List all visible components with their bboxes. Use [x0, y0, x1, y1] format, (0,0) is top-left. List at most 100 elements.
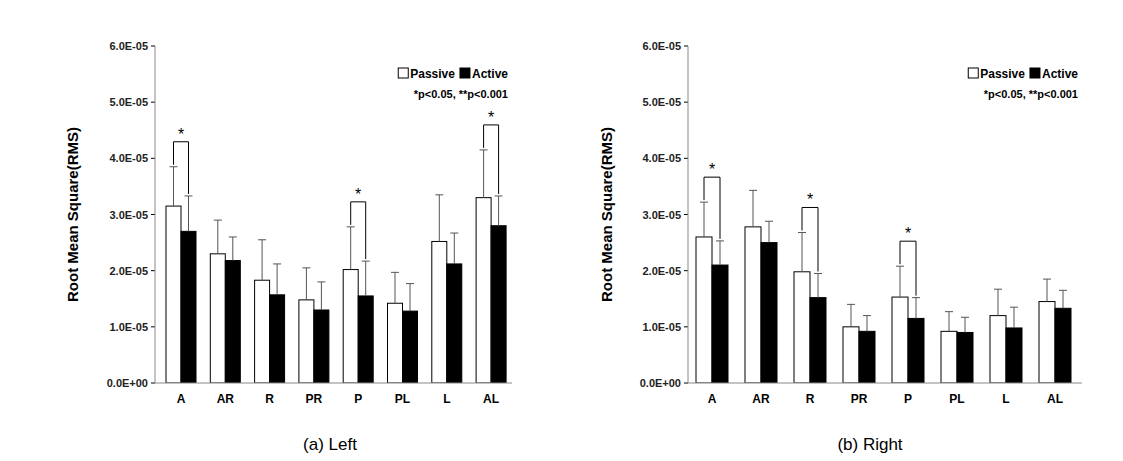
bar	[859, 331, 875, 383]
error-cap	[847, 304, 855, 305]
error-line	[802, 232, 803, 271]
bar	[314, 310, 329, 383]
error-bar	[362, 261, 370, 296]
error-bar	[896, 266, 904, 297]
y-tick-label: 0.0E+00	[107, 377, 148, 389]
bar	[225, 261, 240, 383]
error-line	[277, 264, 278, 295]
x-tick-label: L	[1002, 392, 1009, 406]
error-bar	[273, 264, 281, 295]
error-cap	[450, 233, 458, 234]
y-tick	[684, 383, 688, 384]
error-line	[350, 227, 351, 270]
y-axis-label: Root Mean Square(RMS)	[64, 127, 81, 302]
error-bar	[317, 282, 325, 310]
error-line	[498, 196, 499, 226]
y-tick-label: 5.0E-05	[642, 96, 681, 108]
y-tick	[151, 383, 155, 384]
error-cap	[435, 194, 443, 195]
error-cap	[961, 317, 969, 318]
y-tick	[151, 158, 155, 159]
y-tick	[684, 326, 688, 327]
error-line	[900, 266, 901, 297]
error-line	[965, 317, 966, 332]
error-cap	[945, 311, 953, 312]
error-bar	[847, 304, 855, 326]
x-tick-label: PL	[949, 392, 964, 406]
y-tick-label: 6.0E-05	[642, 40, 681, 52]
bar	[432, 241, 447, 383]
error-bar	[450, 233, 458, 264]
y-tick	[684, 270, 688, 271]
bar	[343, 270, 358, 383]
y-tick-label: 1.0E-05	[109, 321, 148, 333]
error-bar	[170, 167, 178, 206]
error-bar	[700, 202, 708, 237]
bar	[181, 231, 196, 383]
error-line	[454, 233, 455, 264]
error-cap	[347, 226, 355, 227]
bar	[843, 327, 859, 383]
error-bar	[716, 241, 724, 265]
panel: 0.0E+001.0E-052.0E-053.0E-054.0E-055.0E-…	[598, 40, 1082, 454]
bar	[908, 318, 924, 383]
y-tick-label: 4.0E-05	[109, 152, 148, 164]
figure: 0.0E+00 1.0E-05 2.0E-05 3.0E-05 4.0E-05 5.0E-…	[0, 0, 1123, 461]
bar	[892, 297, 908, 383]
bar	[388, 303, 403, 383]
x-tick-label: R	[265, 392, 274, 406]
error-line	[232, 237, 233, 261]
x-axis	[688, 383, 1082, 384]
x-tick-label: PL	[395, 392, 410, 406]
bar	[255, 280, 270, 383]
error-line	[321, 282, 322, 310]
error-bar	[495, 196, 503, 226]
error-bar	[302, 268, 310, 300]
legend-swatch	[1030, 68, 1040, 78]
error-cap	[765, 221, 773, 222]
bar	[712, 265, 728, 383]
error-cap	[716, 240, 724, 241]
error-line	[949, 312, 950, 332]
error-bar	[994, 289, 1002, 315]
error-line	[769, 221, 770, 242]
error-cap	[258, 239, 266, 240]
bar	[745, 227, 761, 383]
legend-label: Passive	[980, 67, 1025, 81]
legend-label: Active	[472, 67, 508, 81]
y-axis-label: Root Mean Square(RMS)	[598, 127, 615, 302]
legend-label: Active	[1042, 67, 1078, 81]
error-bar	[1010, 307, 1018, 328]
error-cap	[185, 195, 193, 196]
y-tick	[151, 46, 155, 47]
error-line	[916, 298, 917, 319]
error-line	[1063, 290, 1064, 308]
x-tick-label: AL	[483, 392, 499, 406]
legend-label: Passive	[410, 67, 455, 81]
error-cap	[273, 263, 281, 264]
bar	[476, 198, 491, 383]
error-line	[1047, 279, 1048, 301]
bar	[696, 237, 712, 383]
y-tick-label: 3.0E-05	[642, 209, 681, 221]
annotation: *p<0.05, **p<0.001	[414, 88, 508, 100]
error-line	[720, 241, 721, 265]
bar	[1006, 328, 1022, 383]
bar	[1039, 302, 1055, 383]
legend: Active Passive	[968, 67, 1078, 81]
significance-bracket	[802, 207, 818, 271]
error-line	[395, 272, 396, 303]
y-tick-label: 2.0E-05	[642, 265, 681, 277]
y-tick	[684, 46, 688, 47]
x-tick-label: PR	[306, 392, 323, 406]
bar	[761, 243, 777, 383]
y-tick	[684, 102, 688, 103]
x-tick-label: L	[443, 392, 450, 406]
panel: 0.0E+001.0E-052.0E-053.0E-054.0E-055.0E-…	[64, 40, 512, 454]
error-cap	[1059, 290, 1067, 291]
error-line	[818, 273, 819, 297]
y-axis	[688, 46, 689, 383]
significance-label: *	[709, 161, 715, 178]
bar	[941, 331, 957, 383]
bar	[957, 332, 973, 383]
